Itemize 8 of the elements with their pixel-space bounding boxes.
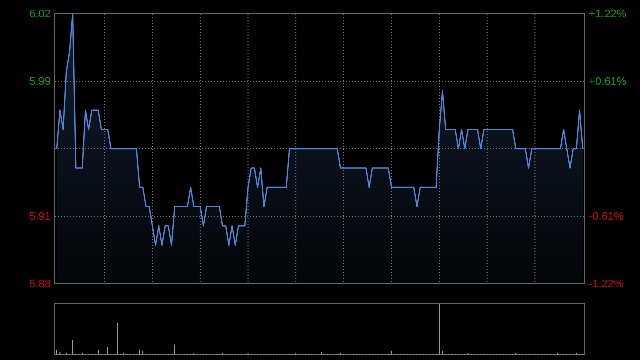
y2-tick-label: +0.61% <box>589 76 627 88</box>
y-tick-label: 5.91 <box>30 211 51 224</box>
y2-tick-label: +1.22% <box>589 8 627 21</box>
y-tick-label: 5.88 <box>30 278 51 291</box>
y2-tick-label: -0.61% <box>589 211 624 224</box>
y-tick-label: 6.02 <box>30 8 51 21</box>
y2-tick-label: -1.22% <box>589 278 624 291</box>
y-tick-label: 5.99 <box>30 76 51 88</box>
